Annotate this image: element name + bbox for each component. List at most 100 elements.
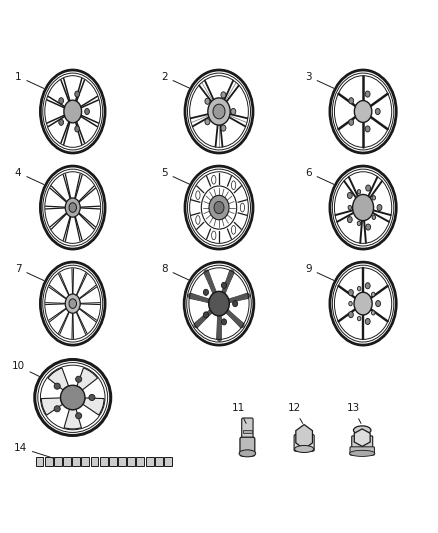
Ellipse shape — [372, 196, 375, 200]
Ellipse shape — [59, 119, 64, 125]
Ellipse shape — [347, 216, 352, 223]
Ellipse shape — [221, 125, 226, 131]
Ellipse shape — [240, 203, 244, 212]
Bar — [155, 457, 162, 466]
Text: 13: 13 — [347, 403, 361, 423]
Ellipse shape — [371, 292, 375, 296]
Ellipse shape — [357, 317, 361, 321]
Ellipse shape — [59, 98, 64, 104]
Ellipse shape — [353, 195, 374, 221]
Ellipse shape — [348, 205, 352, 210]
Ellipse shape — [376, 301, 381, 306]
Text: 6: 6 — [305, 168, 334, 184]
Bar — [63, 457, 71, 466]
Ellipse shape — [65, 294, 80, 313]
Wedge shape — [48, 368, 69, 390]
Wedge shape — [64, 409, 81, 429]
Ellipse shape — [69, 203, 77, 212]
Text: 12: 12 — [287, 403, 303, 423]
Ellipse shape — [349, 98, 353, 104]
Ellipse shape — [54, 383, 60, 389]
Text: 10: 10 — [11, 361, 40, 377]
Polygon shape — [354, 429, 370, 446]
Ellipse shape — [347, 192, 352, 199]
Ellipse shape — [231, 225, 236, 234]
Bar — [118, 457, 126, 466]
Ellipse shape — [354, 292, 372, 315]
Bar — [146, 457, 153, 466]
Bar — [35, 457, 43, 466]
Ellipse shape — [357, 190, 361, 194]
Text: 8: 8 — [161, 264, 190, 280]
Wedge shape — [77, 368, 98, 390]
Ellipse shape — [64, 100, 81, 123]
Ellipse shape — [205, 98, 210, 104]
Ellipse shape — [209, 292, 229, 316]
Bar — [243, 430, 252, 433]
Bar — [137, 457, 145, 466]
Ellipse shape — [214, 201, 224, 214]
Ellipse shape — [196, 191, 200, 199]
FancyBboxPatch shape — [352, 436, 373, 450]
Ellipse shape — [196, 215, 200, 224]
Ellipse shape — [350, 450, 375, 456]
Ellipse shape — [354, 101, 372, 123]
Ellipse shape — [349, 312, 353, 318]
Bar — [72, 457, 80, 466]
Ellipse shape — [365, 282, 370, 289]
Ellipse shape — [366, 185, 371, 191]
Text: 14: 14 — [14, 443, 55, 458]
Bar — [54, 457, 62, 466]
Ellipse shape — [349, 119, 353, 125]
FancyBboxPatch shape — [350, 447, 374, 455]
FancyBboxPatch shape — [294, 434, 314, 451]
Bar — [164, 457, 172, 466]
Ellipse shape — [212, 175, 216, 184]
Wedge shape — [83, 398, 104, 415]
Text: 7: 7 — [15, 264, 44, 280]
Ellipse shape — [222, 282, 226, 288]
Polygon shape — [296, 425, 312, 449]
Ellipse shape — [85, 108, 89, 115]
Text: 11: 11 — [232, 403, 246, 423]
Ellipse shape — [208, 98, 230, 125]
Ellipse shape — [203, 312, 208, 318]
Ellipse shape — [366, 224, 371, 230]
Bar — [45, 457, 53, 466]
Ellipse shape — [221, 92, 226, 98]
Ellipse shape — [372, 215, 375, 220]
Ellipse shape — [231, 108, 236, 115]
Ellipse shape — [294, 446, 314, 453]
Ellipse shape — [377, 205, 382, 211]
Ellipse shape — [213, 104, 225, 119]
Text: 5: 5 — [161, 168, 190, 184]
Bar — [100, 457, 108, 466]
Ellipse shape — [365, 318, 370, 325]
Circle shape — [60, 385, 85, 410]
Ellipse shape — [365, 126, 370, 132]
Ellipse shape — [209, 195, 229, 220]
Ellipse shape — [357, 221, 361, 225]
Bar — [127, 457, 135, 466]
Ellipse shape — [69, 299, 77, 309]
Ellipse shape — [205, 119, 210, 125]
Ellipse shape — [239, 450, 256, 457]
Ellipse shape — [349, 302, 352, 306]
Ellipse shape — [89, 394, 95, 400]
Wedge shape — [41, 398, 63, 415]
Bar — [91, 457, 99, 466]
Ellipse shape — [375, 108, 380, 115]
FancyBboxPatch shape — [240, 437, 255, 456]
Ellipse shape — [54, 406, 60, 412]
Text: 9: 9 — [305, 264, 334, 280]
Text: 1: 1 — [15, 71, 44, 88]
Ellipse shape — [353, 426, 371, 434]
Ellipse shape — [65, 198, 80, 217]
Ellipse shape — [76, 376, 82, 382]
Ellipse shape — [203, 289, 208, 295]
Ellipse shape — [231, 181, 236, 190]
Ellipse shape — [233, 301, 238, 306]
Text: 2: 2 — [161, 71, 190, 88]
Text: 3: 3 — [305, 71, 334, 88]
Bar — [81, 457, 89, 466]
